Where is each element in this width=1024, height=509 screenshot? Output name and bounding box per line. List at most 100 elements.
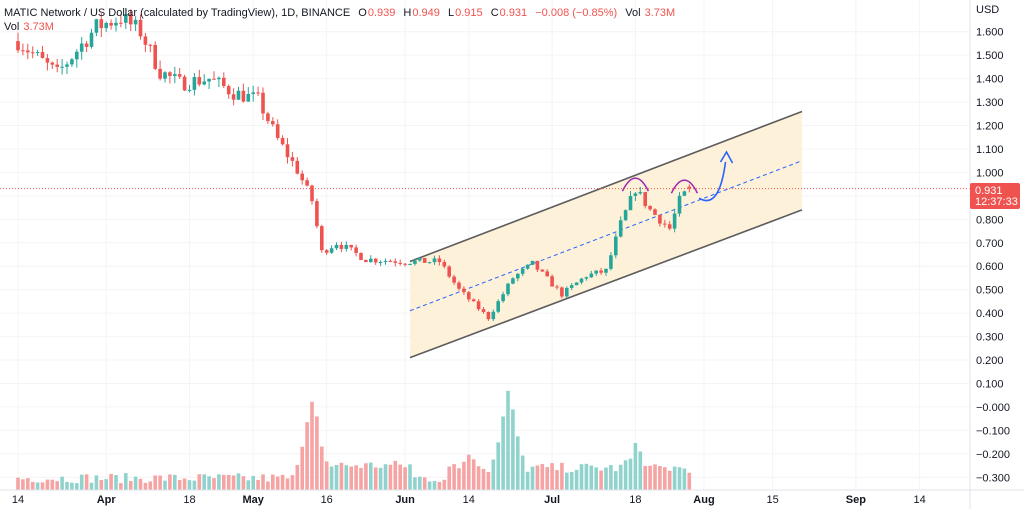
candle-body xyxy=(153,44,157,69)
candle-body xyxy=(437,258,442,262)
volume-bar xyxy=(84,474,89,490)
price-tick-label: −0.200 xyxy=(976,449,1010,461)
last-price-label: 0.931 12:37:33 xyxy=(970,183,1020,209)
time-tick-label: 16 xyxy=(321,494,333,506)
volume-bar xyxy=(334,464,339,490)
volume-bar xyxy=(432,481,437,490)
candle-body xyxy=(574,282,579,286)
candle-body xyxy=(633,193,638,196)
symbol-title[interactable]: MATIC Network / US Dollar (calculated by… xyxy=(4,7,351,19)
volume-bar xyxy=(315,416,319,490)
candle-body xyxy=(104,22,108,29)
candle-body xyxy=(207,78,211,82)
candle-body xyxy=(158,68,162,79)
volume-bar xyxy=(609,465,613,490)
candle-body xyxy=(89,32,94,47)
volume-bar xyxy=(320,446,324,490)
volume-bar xyxy=(65,481,69,490)
candle-body xyxy=(457,282,461,289)
volume-bar xyxy=(364,463,368,490)
candle-body xyxy=(520,268,525,274)
volume-bar xyxy=(667,470,672,490)
price-tick-label: 0.300 xyxy=(976,332,1004,344)
high-label: H xyxy=(403,7,412,19)
chart-legend: MATIC Network / US Dollar (calculated by… xyxy=(4,6,680,34)
candle-body xyxy=(565,287,569,297)
volume-bar xyxy=(256,479,260,490)
candle-body xyxy=(310,185,314,202)
volume-bar xyxy=(158,475,162,490)
volume-bar xyxy=(222,474,226,490)
volume-bar xyxy=(153,475,157,490)
volume-bar xyxy=(633,443,638,490)
candle-body xyxy=(79,43,84,52)
volume-bar xyxy=(21,479,25,490)
volume-bar xyxy=(383,464,388,490)
volume-bar xyxy=(310,401,314,490)
volume-bar xyxy=(403,467,407,490)
candle-body xyxy=(320,226,324,251)
candle-body xyxy=(21,50,25,52)
volume-bar xyxy=(271,474,275,490)
volume-bar xyxy=(525,471,530,490)
volume-bar xyxy=(329,466,334,490)
candle-body xyxy=(393,261,398,263)
volume-bar xyxy=(604,467,608,490)
candle-body xyxy=(163,72,167,79)
open-value: 0.939 xyxy=(367,7,396,19)
time-tick-label: 18 xyxy=(629,494,641,506)
volume-bar xyxy=(501,416,505,490)
volume-bar xyxy=(677,467,682,490)
volume-bar xyxy=(75,483,79,490)
candle-body xyxy=(349,244,353,248)
volume-bar xyxy=(442,479,447,490)
volume-bar xyxy=(628,458,633,490)
volume-bar xyxy=(231,475,236,490)
drawings xyxy=(621,150,734,202)
candle-body xyxy=(413,260,417,264)
volume-bar xyxy=(109,473,113,490)
candle-body xyxy=(550,276,554,287)
volume-label: Vol xyxy=(625,7,641,19)
volume-bar xyxy=(618,464,623,490)
candle-body xyxy=(177,74,182,77)
volume-bar xyxy=(344,465,349,490)
volume-bar xyxy=(393,460,398,490)
candle-body xyxy=(667,224,672,229)
volume-bar xyxy=(114,475,118,490)
volume-bar xyxy=(427,481,432,490)
candle-body xyxy=(231,94,236,100)
time-tick-label: 14 xyxy=(12,494,24,506)
candle-body xyxy=(212,78,216,80)
candle-body xyxy=(202,81,206,85)
arrow-head xyxy=(719,150,734,164)
candle-body xyxy=(128,14,133,25)
volume-study-label[interactable]: Vol xyxy=(4,21,20,33)
volume-bar xyxy=(511,409,515,490)
volume-bar xyxy=(467,454,471,490)
volume-bar xyxy=(94,475,99,490)
volume-bar xyxy=(119,483,123,490)
volume-bar xyxy=(672,466,677,490)
candle-body xyxy=(119,22,123,24)
volume-value: 3.73M xyxy=(644,7,676,19)
candle-body xyxy=(192,77,197,90)
price-tick-label: −0.000 xyxy=(976,402,1010,414)
candle-body xyxy=(339,244,344,249)
close-value: 0.931 xyxy=(499,7,528,19)
candle-body xyxy=(462,288,466,293)
volume-bar xyxy=(447,466,451,490)
volume-bar xyxy=(623,460,628,490)
volume-bar xyxy=(26,478,30,490)
volume-bar xyxy=(545,467,549,490)
candle-body xyxy=(535,260,540,270)
candle-body xyxy=(604,268,608,273)
candle-body xyxy=(84,43,89,47)
close-label: C xyxy=(490,7,499,19)
time-tick-label: 14 xyxy=(913,494,925,506)
candle-body xyxy=(388,260,393,262)
time-tick-label: Jun xyxy=(395,494,415,506)
volume-bar xyxy=(369,462,373,490)
volume-bar xyxy=(373,467,378,490)
